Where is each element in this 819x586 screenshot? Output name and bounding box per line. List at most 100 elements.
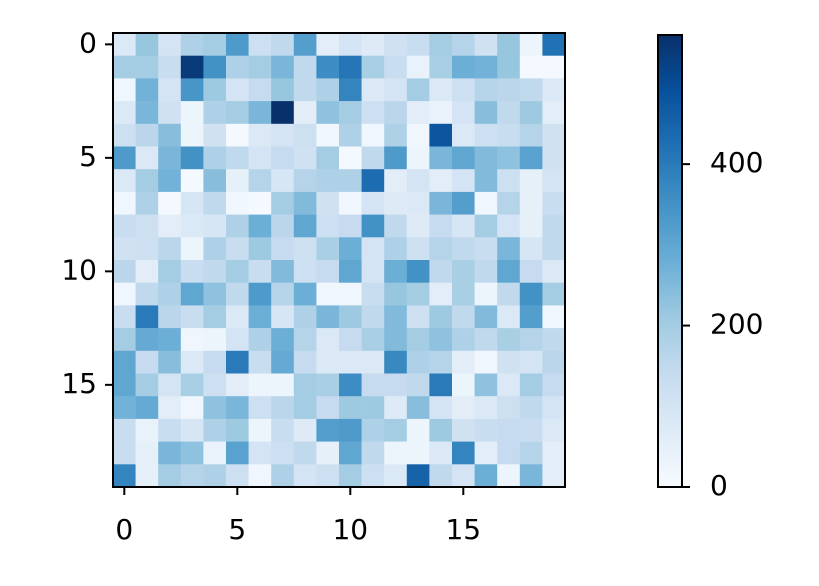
heatmap-cell	[474, 123, 498, 147]
heatmap-cell	[452, 282, 475, 306]
heatmap-cell	[135, 464, 159, 488]
heatmap-cell	[293, 418, 317, 442]
heatmap-cell	[384, 328, 408, 352]
heatmap-cell	[271, 418, 295, 442]
heatmap-cell	[203, 101, 227, 125]
heatmap-cell	[271, 396, 295, 420]
heatmap-cell	[406, 282, 430, 306]
heatmap-cell	[113, 260, 136, 283]
heatmap-cell	[316, 237, 340, 261]
heatmap-cell	[429, 237, 453, 261]
heatmap-cell	[384, 305, 408, 329]
heatmap-cell	[203, 214, 227, 238]
heatmap-cell	[271, 282, 295, 306]
heatmap-cell	[271, 464, 295, 488]
heatmap-cell	[316, 373, 340, 397]
heatmap-cell	[542, 33, 566, 56]
heatmap-cell	[316, 191, 340, 215]
heatmap-cell	[361, 418, 385, 442]
heatmap-cell	[135, 237, 159, 261]
heatmap-cell	[361, 350, 385, 374]
heatmap-cell	[316, 55, 340, 79]
heatmap-cell	[474, 260, 498, 283]
heatmap-cell	[158, 350, 182, 374]
heatmap-cell	[316, 214, 340, 238]
heatmap-cell	[293, 282, 317, 306]
heatmap-cell	[384, 441, 408, 465]
heatmap-cell	[406, 305, 430, 329]
heatmap-cell	[293, 146, 317, 170]
heatmap-cell	[542, 169, 566, 193]
heatmap-cell	[293, 373, 317, 397]
heatmap-cell	[497, 328, 521, 352]
heatmap-cell	[271, 123, 295, 147]
heatmap-cell	[519, 146, 543, 170]
heatmap-cell	[361, 101, 385, 125]
heatmap-cell	[542, 146, 566, 170]
heatmap-cell	[406, 328, 430, 352]
heatmap-cell	[429, 33, 453, 56]
heatmap-cell	[293, 396, 317, 420]
heatmap-cell	[429, 418, 453, 442]
heatmap-cell	[406, 350, 430, 374]
heatmap-cell	[361, 396, 385, 420]
heatmap-cell	[203, 33, 227, 56]
heatmap-cell	[519, 373, 543, 397]
heatmap-cell	[542, 350, 566, 374]
heatmap-cell	[384, 373, 408, 397]
heatmap-cell	[158, 328, 182, 352]
heatmap-cell	[429, 214, 453, 238]
heatmap-cell	[248, 350, 272, 374]
heatmap-cell	[135, 350, 159, 374]
heatmap-cell	[452, 260, 475, 283]
heatmap-cell	[339, 78, 362, 102]
heatmap-cell	[113, 78, 136, 102]
heatmap-cell	[316, 396, 340, 420]
heatmap-cell	[180, 305, 204, 329]
heatmap-cell	[339, 33, 362, 56]
heatmap-cell	[316, 33, 340, 56]
colorbar-tick-label: 200	[710, 308, 763, 341]
heatmap-cell	[293, 464, 317, 488]
heatmap-cell	[293, 441, 317, 465]
heatmap-cell	[180, 396, 204, 420]
heatmap-cell	[519, 350, 543, 374]
heatmap-cell	[452, 78, 475, 102]
heatmap-cell	[226, 373, 249, 397]
heatmap-cell	[339, 101, 362, 125]
heatmap-cell	[135, 123, 159, 147]
heatmap-cell	[361, 214, 385, 238]
heatmap-cell	[226, 441, 249, 465]
heatmap-cell	[406, 78, 430, 102]
heatmap-cell	[406, 237, 430, 261]
heatmap-cell	[271, 214, 295, 238]
heatmap-cell	[316, 101, 340, 125]
heatmap-cell	[226, 350, 249, 374]
heatmap-cell	[384, 101, 408, 125]
colorbar-tick-label: 0	[710, 469, 728, 502]
x-tick-label: 0	[115, 513, 133, 546]
heatmap-cell	[339, 418, 362, 442]
heatmap-cell	[339, 146, 362, 170]
heatmap-cell	[339, 169, 362, 193]
heatmap-cell	[452, 123, 475, 147]
heatmap-cell	[361, 191, 385, 215]
heatmap-cell	[248, 282, 272, 306]
heatmap-cell	[293, 33, 317, 56]
heatmap-cell	[226, 328, 249, 352]
heatmap-cell	[226, 169, 249, 193]
y-tick-label: 10	[61, 253, 97, 286]
heatmap-cell	[113, 282, 136, 306]
heatmap-cell	[361, 373, 385, 397]
heatmap-cell	[158, 441, 182, 465]
heatmap-cell	[135, 101, 159, 125]
heatmap-cell	[474, 237, 498, 261]
heatmap-cell	[158, 418, 182, 442]
heatmap-cell	[519, 191, 543, 215]
heatmap-cell	[271, 33, 295, 56]
heatmap-cell	[519, 55, 543, 79]
heatmap-cell	[293, 328, 317, 352]
heatmap-cell	[113, 373, 136, 397]
heatmap-cell	[497, 78, 521, 102]
heatmap-cell	[497, 191, 521, 215]
